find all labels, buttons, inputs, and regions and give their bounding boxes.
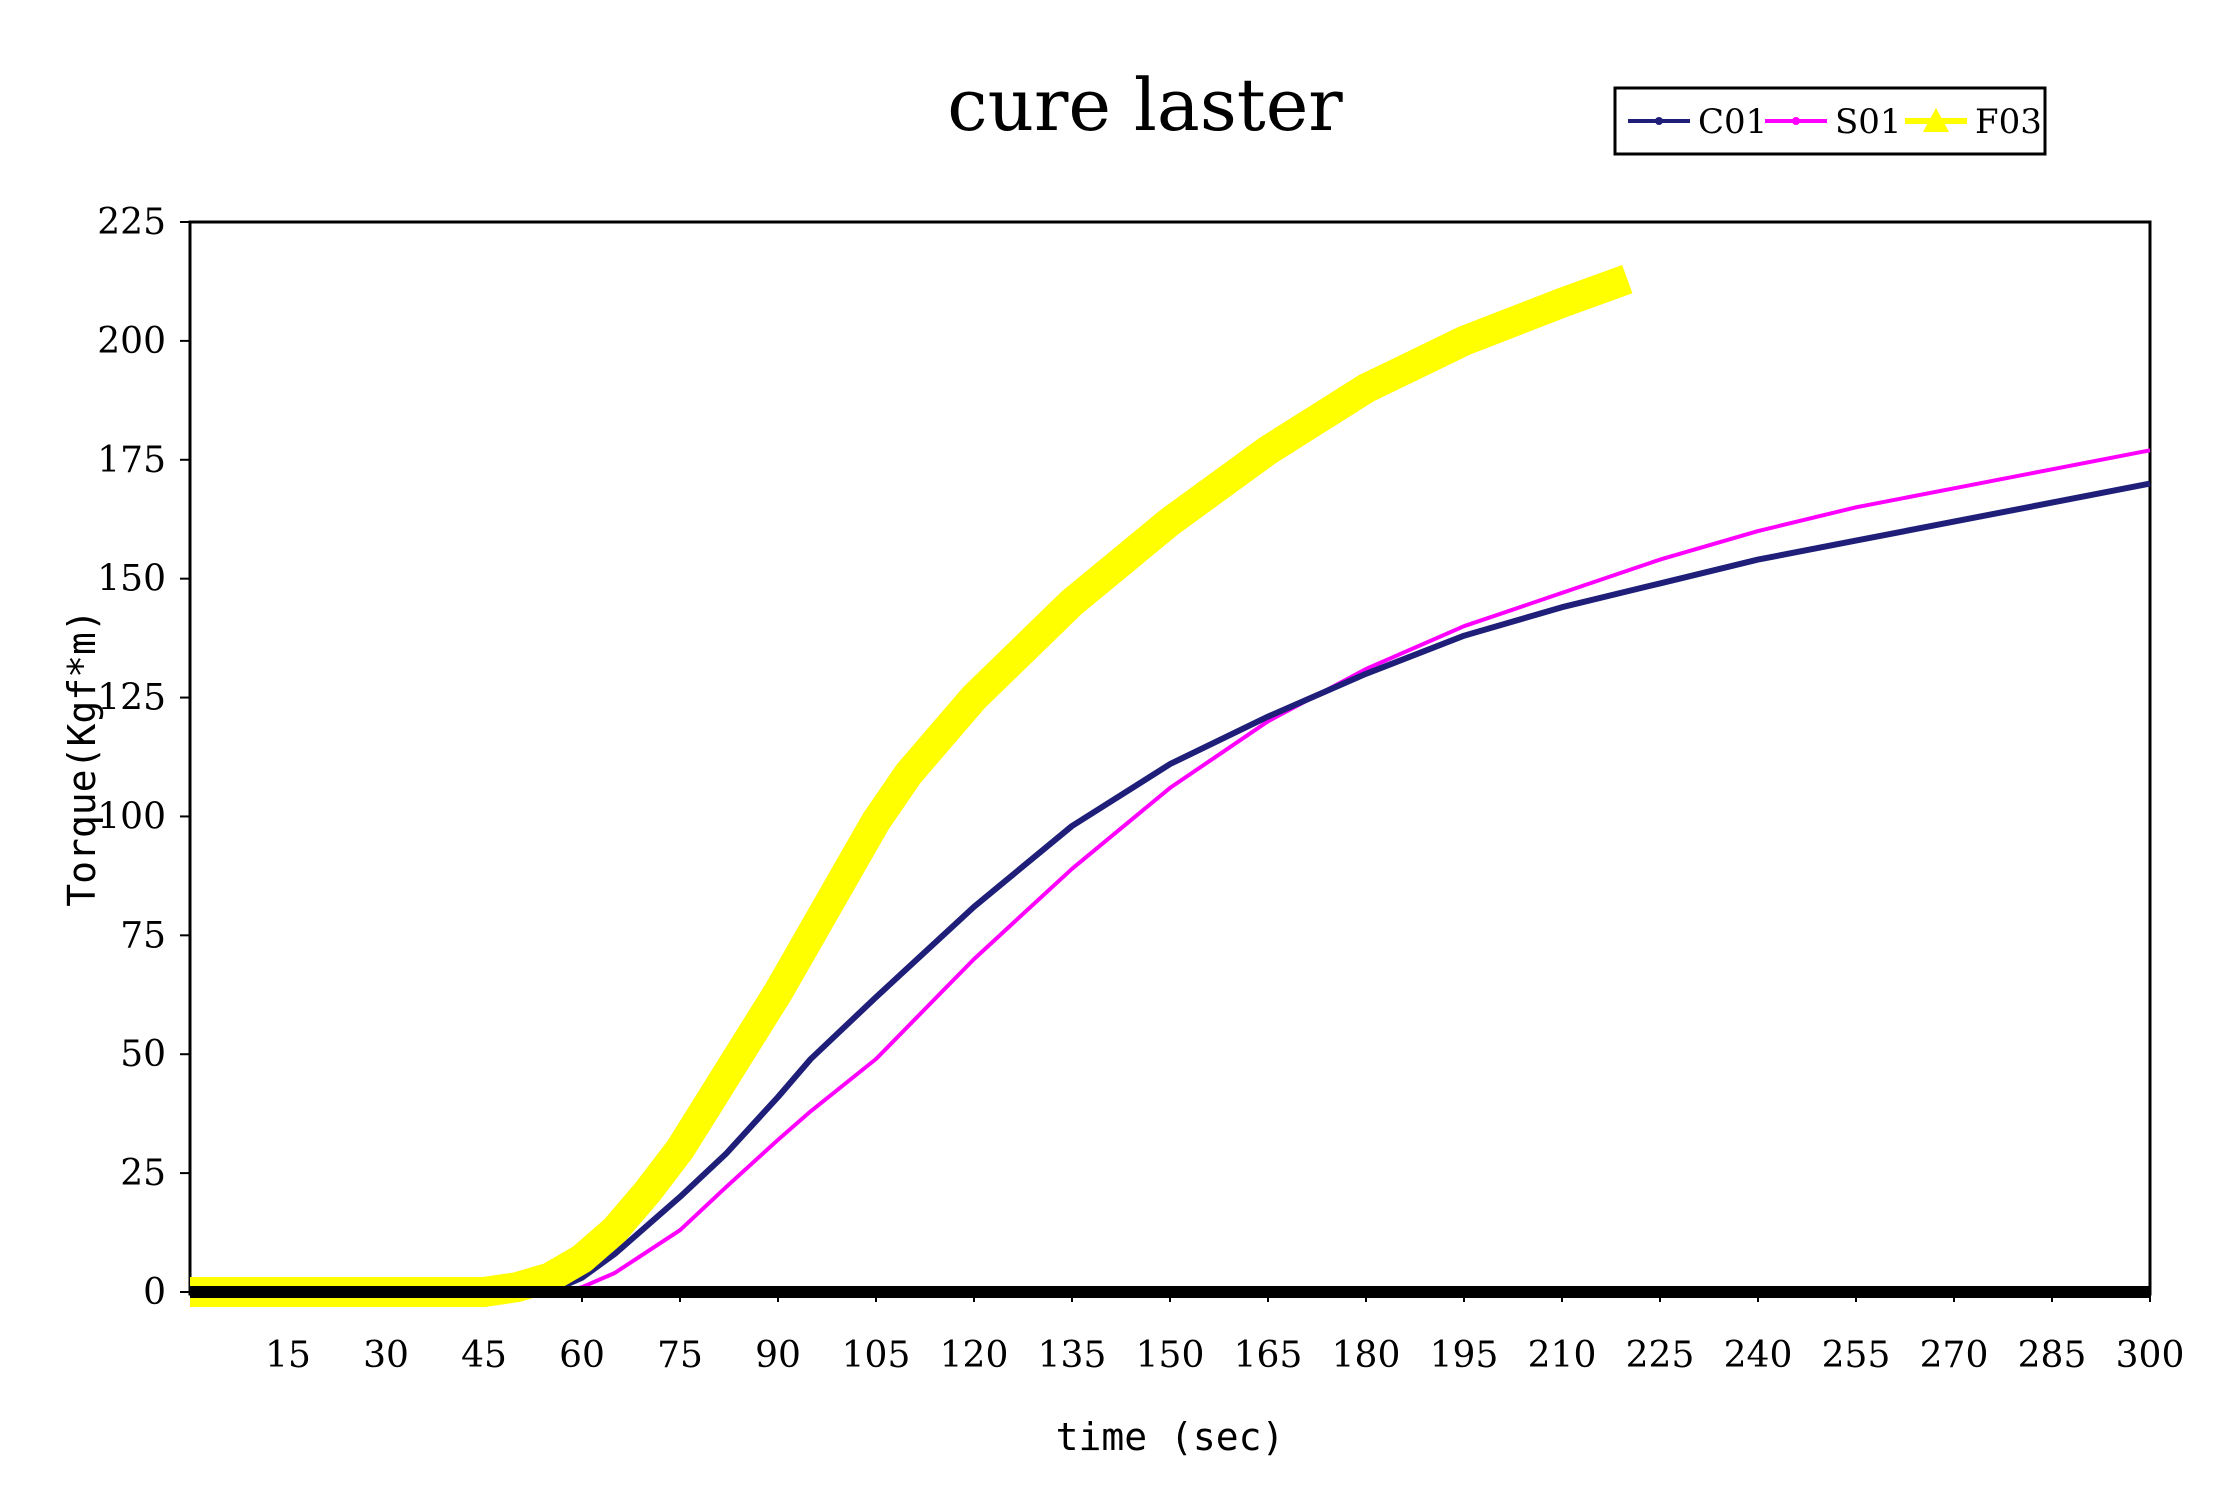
legend-label-f03: F03 [1975,102,2042,142]
chart-title: cure laster [947,63,1343,147]
x-tick-label: 15 [265,1335,311,1376]
x-tick-label: 135 [1038,1335,1107,1376]
legend-marker-f03 [1923,108,1949,132]
y-tick-label: 50 [120,1034,166,1075]
legend-label-s01: S01 [1835,102,1902,142]
x-tick-label: 30 [363,1335,409,1376]
legend: C01 S01 F03 [1613,86,2047,156]
x-axis-ticks: 15 30 45 60 75 90 105 120 135 150 165 180 195 210 225 2… [265,1292,2184,1376]
series-line-c01 [190,480,2151,1295]
y-tick-label: 150 [97,559,166,600]
x-tick-label: 225 [1626,1335,1695,1376]
x-tick-label: 75 [657,1335,703,1376]
y-tick-label: 225 [97,202,166,243]
x-tick-label: 90 [755,1335,801,1376]
x-tick-label: 300 [2116,1335,2185,1376]
legend-marker-s01 [1792,117,1800,125]
x-tick-label: 165 [1234,1335,1303,1376]
x-tick-label: 270 [1920,1335,1989,1376]
x-tick-label: 255 [1822,1335,1891,1376]
x-tick-label: 45 [461,1335,507,1376]
x-tick-label: 195 [1430,1335,1499,1376]
series-layer [190,264,2151,1307]
x-tick-label: 105 [842,1335,911,1376]
series-line-s01 [190,448,2151,1294]
y-tick-label: 125 [97,678,166,719]
x-tick-label: 150 [1136,1335,1205,1376]
x-tick-label: 60 [559,1335,605,1376]
series-line-f03 [190,264,1633,1307]
y-axis-title: Torque(Kgf*m) [60,609,104,906]
y-tick-label: 200 [97,321,166,362]
x-tick-label: 210 [1528,1335,1597,1376]
legend-marker-c01 [1655,117,1663,125]
x-tick-label: 285 [2018,1335,2087,1376]
x-axis-title: time (sec) [1056,1415,1285,1459]
y-tick-label: 25 [120,1153,166,1194]
x-tick-label: 180 [1332,1335,1401,1376]
y-tick-label: 175 [97,440,166,481]
y-tick-label: 100 [97,796,166,837]
x-tick-label: 240 [1724,1335,1793,1376]
x-tick-label: 120 [940,1335,1009,1376]
y-tick-label: 75 [120,915,166,956]
y-axis-ticks: 0 25 50 75 100 125 150 175 200 225 [97,202,190,1313]
plot-area [188,220,2152,1296]
legend-label-c01: C01 [1698,102,1767,142]
y-tick-label: 0 [143,1272,166,1313]
